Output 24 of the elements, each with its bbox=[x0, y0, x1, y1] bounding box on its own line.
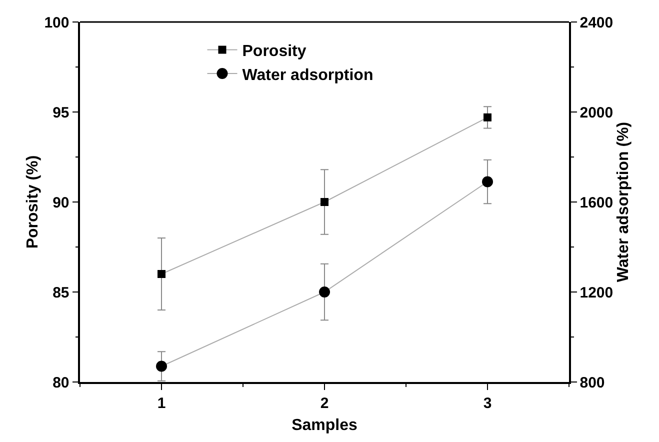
x-tick-label: 2 bbox=[320, 394, 329, 412]
y-tick-label: 95 bbox=[52, 104, 70, 122]
y-tick-label: 90 bbox=[52, 194, 70, 212]
y2-tick-label: 1200 bbox=[580, 284, 614, 302]
point bbox=[484, 113, 492, 122]
legend-label: Water adsorption bbox=[242, 66, 374, 84]
y2-axis-title: Water adsorption (%) bbox=[615, 122, 632, 282]
y2-tick-label: 2400 bbox=[580, 14, 614, 32]
y2-tick-label: 1600 bbox=[580, 194, 614, 212]
y-axis-title: Porosity (%) bbox=[24, 155, 42, 249]
point bbox=[320, 198, 328, 206]
point bbox=[158, 270, 166, 278]
y2-tick-label: 800 bbox=[580, 374, 605, 392]
y-tick-label: 85 bbox=[52, 284, 70, 302]
x-tick-label: 3 bbox=[483, 394, 492, 412]
point bbox=[482, 176, 493, 188]
y-tick-label: 100 bbox=[44, 14, 70, 32]
point bbox=[319, 286, 330, 298]
legend-label: Porosity bbox=[242, 42, 306, 60]
point bbox=[156, 360, 167, 372]
x-axis-title: Samples bbox=[292, 416, 358, 434]
x-tick-label: 1 bbox=[157, 394, 166, 412]
y2-tick-label: 2000 bbox=[580, 104, 614, 122]
y-tick-label: 80 bbox=[52, 374, 70, 392]
